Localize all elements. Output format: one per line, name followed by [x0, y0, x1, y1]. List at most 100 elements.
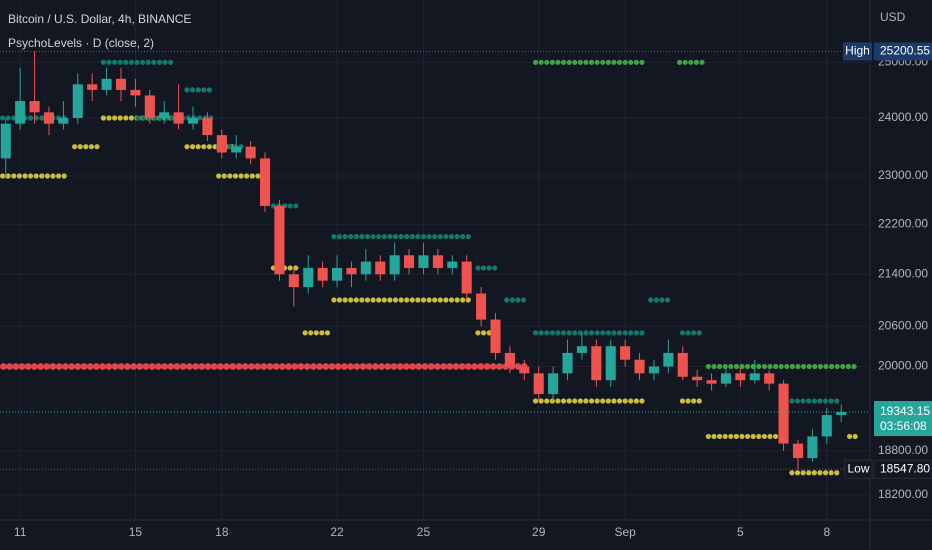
psycho-level: [331, 233, 471, 240]
level-dot: [117, 115, 123, 121]
level-dot: [761, 363, 767, 370]
level-dot: [767, 433, 773, 440]
level-dot: [560, 398, 567, 404]
level-dot: [342, 297, 348, 303]
high-value-box: [874, 42, 932, 61]
level-dot: [577, 59, 583, 65]
level-dot: [68, 363, 75, 370]
candle-body: [418, 255, 429, 268]
candle-body: [159, 112, 170, 118]
level-dot: [711, 363, 717, 370]
level-dot: [124, 363, 131, 370]
level-dot: [392, 297, 399, 303]
level-dot: [331, 297, 337, 303]
level-dot: [297, 363, 305, 370]
level-dot: [691, 398, 697, 404]
level-dot: [437, 297, 443, 303]
level-dot: [260, 363, 268, 370]
psycho-level: [184, 144, 235, 150]
level-dot: [739, 433, 745, 440]
candle-body: [447, 261, 458, 268]
level-dot: [201, 144, 207, 150]
candle-body: [115, 78, 127, 90]
level-dot: [532, 398, 539, 404]
level-dot: [372, 363, 379, 370]
level-dot: [403, 363, 410, 370]
candle-body: [173, 112, 184, 124]
psycho-level: [648, 297, 671, 303]
level-dot: [794, 470, 801, 476]
candle-body: [490, 319, 501, 353]
level-dot: [293, 203, 299, 209]
psycho-level: [216, 173, 267, 179]
level-dot: [100, 115, 107, 121]
level-dot: [189, 144, 196, 150]
psycho-level: [100, 59, 174, 65]
level-dot: [460, 233, 466, 240]
level-dot: [241, 363, 249, 370]
candle-body: [58, 117, 69, 124]
level-dot: [446, 363, 454, 370]
level-dot: [204, 363, 212, 370]
level-dot: [691, 330, 697, 336]
candle-body: [187, 117, 199, 124]
level-dot: [331, 233, 337, 240]
level-dot: [515, 297, 521, 303]
last-price-box: [874, 401, 932, 437]
level-dot: [705, 363, 711, 370]
candle-body: [303, 267, 314, 288]
level-dot: [699, 59, 705, 65]
psycho-level: [504, 297, 527, 303]
level-dot: [370, 233, 376, 240]
level-dot: [828, 398, 834, 404]
level-dot: [778, 363, 784, 370]
candle-body: [634, 359, 645, 374]
level-dot: [31, 363, 38, 370]
level-dot: [16, 173, 22, 179]
level-dot: [22, 173, 28, 179]
level-dot: [611, 398, 617, 404]
level-dot: [583, 59, 589, 65]
candle-body: [533, 373, 544, 395]
candle-body: [591, 346, 602, 381]
level-dot: [594, 398, 600, 404]
level-dot: [319, 330, 325, 336]
x-tick-label: 15: [129, 525, 143, 539]
level-dot: [140, 59, 146, 65]
level-dot: [520, 297, 527, 303]
level-dot: [817, 470, 823, 476]
level-dot: [80, 363, 88, 370]
level-dot: [532, 59, 539, 65]
level-dot: [43, 363, 51, 370]
level-dot: [728, 363, 734, 370]
level-dot: [486, 330, 492, 336]
level-dot: [443, 233, 449, 240]
high-tag-label: High: [845, 44, 870, 58]
level-dot: [711, 433, 717, 440]
level-dot: [452, 363, 460, 370]
x-tick-label: 11: [14, 525, 27, 539]
level-dot: [409, 233, 415, 240]
level-dot: [722, 363, 728, 370]
level-dot: [161, 363, 169, 370]
level-dot: [130, 363, 138, 370]
psycho-level: [676, 59, 705, 65]
level-dot: [611, 330, 617, 336]
level-dot: [328, 363, 336, 370]
x-tick-label: 25: [417, 525, 431, 539]
level-dot: [744, 433, 751, 440]
level-dot: [560, 330, 567, 336]
candle-body: [749, 373, 760, 381]
level-dot: [744, 363, 751, 370]
level-dot: [11, 115, 17, 121]
candle-body: [231, 146, 242, 153]
level-dot: [316, 363, 323, 370]
level-dot: [334, 363, 342, 370]
level-dot: [648, 297, 654, 303]
level-dot: [659, 297, 665, 303]
level-dot: [99, 363, 106, 370]
y-tick-label: 23000.00: [878, 168, 928, 182]
level-dot: [572, 59, 578, 65]
candle-body: [15, 101, 26, 124]
